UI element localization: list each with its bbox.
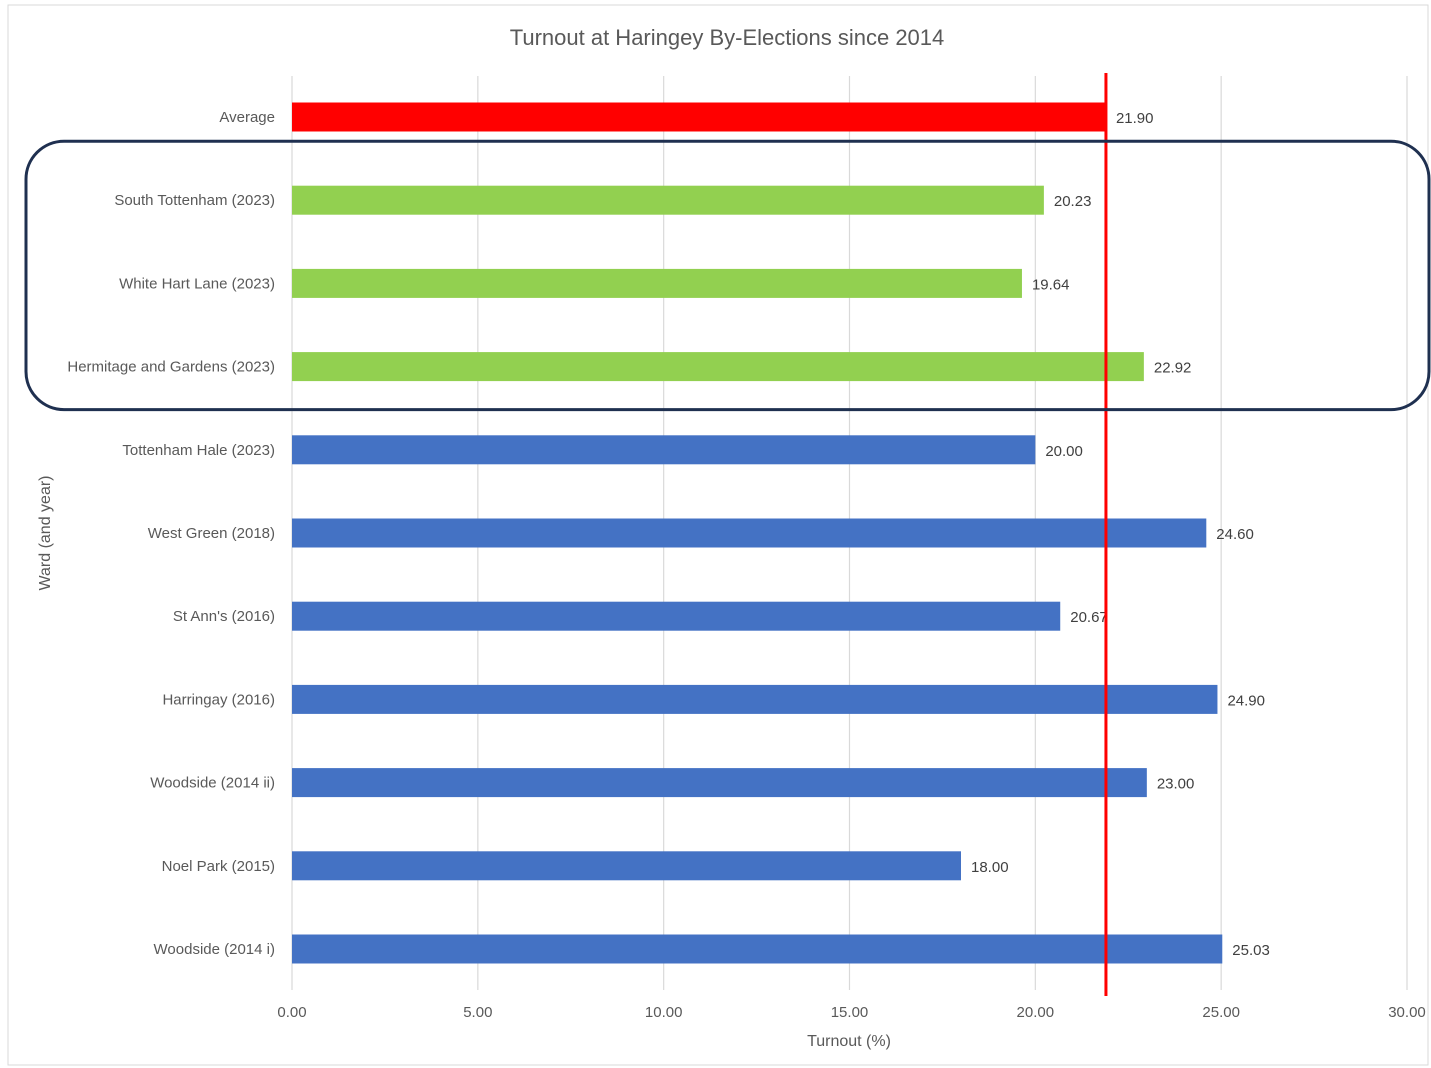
data-label: 21.90 — [1116, 110, 1154, 127]
highlight-box — [24, 139, 1431, 412]
category-label: White Hart Lane (2023) — [119, 275, 275, 292]
chart-title: Turnout at Haringey By-Elections since 2… — [510, 25, 945, 50]
data-label: 24.60 — [1216, 526, 1254, 543]
bar — [292, 684, 1218, 714]
bar — [292, 601, 1061, 631]
x-tick-label: 25.00 — [1202, 1004, 1240, 1021]
category-labels: Average South Tottenham (2023) White Hart … — [67, 109, 275, 958]
data-label: 25.03 — [1232, 942, 1270, 959]
data-label: 20.67 — [1070, 609, 1108, 626]
x-tick-label: 0.00 — [277, 1004, 306, 1021]
y-axis-title: Ward (and year) — [37, 476, 54, 591]
highlight-rectangle — [24, 139, 1431, 412]
bar — [292, 268, 1022, 298]
data-labels: 21.90 20.23 19.64 22.92 20.00 24.60 20.67 24.90… — [971, 110, 1270, 959]
bar — [292, 102, 1106, 132]
data-label: 22.92 — [1154, 360, 1192, 377]
x-tick-label: 15.00 — [831, 1004, 869, 1021]
data-label: 24.90 — [1227, 692, 1265, 709]
bar — [292, 435, 1036, 465]
data-label: 20.00 — [1045, 443, 1083, 460]
bar — [292, 518, 1207, 548]
category-label: Woodside (2014 i) — [154, 941, 275, 958]
data-label: 20.23 — [1054, 193, 1092, 210]
category-label: Average — [219, 109, 275, 126]
x-tick-label: 30.00 — [1388, 1004, 1426, 1021]
bars — [292, 102, 1223, 964]
data-label: 23.00 — [1157, 776, 1195, 793]
data-label: 19.64 — [1032, 276, 1070, 293]
category-label: Woodside (2014 ii) — [150, 775, 275, 792]
category-label: Noel Park (2015) — [162, 858, 275, 875]
bar — [292, 851, 961, 881]
data-label: 18.00 — [971, 859, 1009, 876]
category-label: Harringay (2016) — [162, 691, 275, 708]
x-tick-label: 5.00 — [463, 1004, 492, 1021]
bar — [292, 185, 1044, 215]
x-tick-label: 10.00 — [645, 1004, 683, 1021]
category-label: West Green (2018) — [148, 525, 275, 542]
x-tick-label: 20.00 — [1017, 1004, 1055, 1021]
x-axis-title: Turnout (%) — [807, 1033, 891, 1050]
bar — [292, 934, 1223, 964]
category-label: Hermitage and Gardens (2023) — [67, 359, 275, 376]
category-label: South Tottenham (2023) — [114, 192, 275, 209]
category-label: St Ann's (2016) — [173, 608, 275, 625]
bar — [292, 768, 1147, 798]
category-label: Tottenham Hale (2023) — [122, 442, 275, 459]
bar — [292, 352, 1144, 382]
x-tick-labels: 0.00 5.00 10.00 15.00 20.00 25.00 30.00 — [277, 1004, 1425, 1021]
